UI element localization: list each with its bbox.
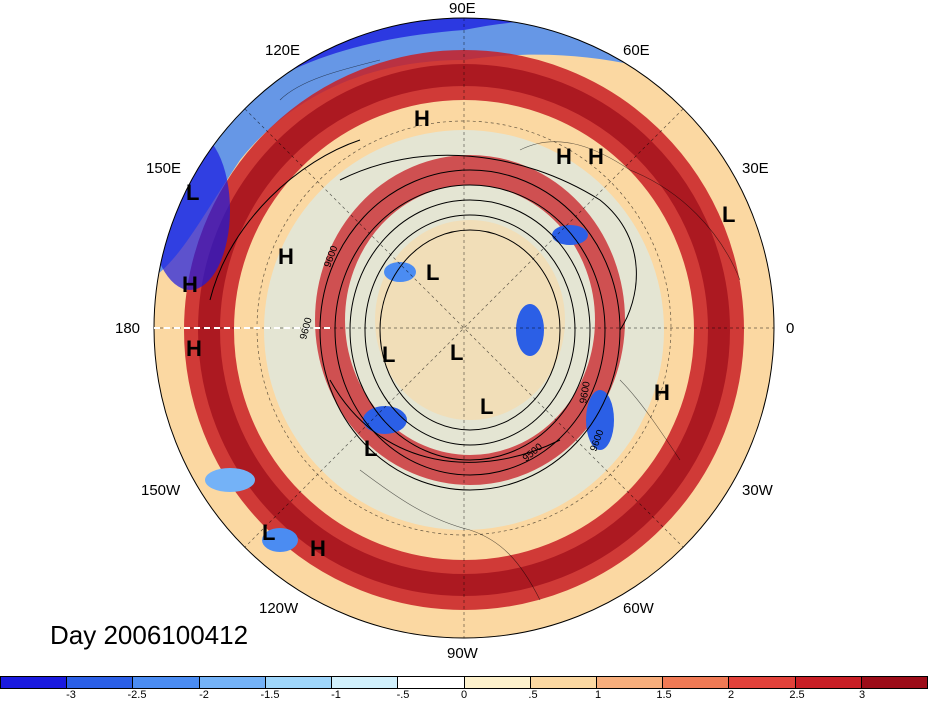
pressure-label: H — [556, 144, 572, 169]
contour-labels: 9600 9600 9600 9600 9500 — [298, 244, 606, 464]
colorbar-tick-label: 1 — [594, 689, 602, 701]
pressure-label: H — [186, 336, 202, 361]
pressure-label: L — [382, 342, 395, 367]
colorbar-cell — [530, 677, 597, 688]
day-label: Day 2006100412 — [50, 620, 249, 650]
colorbar-cell — [663, 677, 730, 688]
longitude-label-30w: 30W — [742, 482, 773, 499]
longitude-label-0: 0 — [786, 320, 795, 337]
colorbar-cell — [795, 677, 862, 688]
colorbar-cell — [265, 677, 333, 688]
colorbar-cell — [199, 677, 266, 688]
longitude-label-30e: 30E — [742, 160, 769, 177]
colorbar-tick-label: -3 — [66, 689, 76, 701]
colorbar-tick-label: -1 — [331, 689, 341, 701]
pressure-label: H — [278, 244, 294, 269]
pressure-label: L — [364, 436, 377, 461]
colorbar-cell — [596, 677, 664, 688]
colorbar-tick-label: 0 — [460, 689, 468, 701]
longitude-label-180: 180 — [115, 320, 141, 337]
colorbar-cell — [332, 677, 399, 688]
colorbar-cell — [861, 677, 928, 688]
pressure-label: L — [722, 202, 735, 227]
colorbar-cell — [398, 677, 465, 688]
colorbar-cell — [729, 677, 796, 688]
polar-stereographic-map: H H L H H L H L H L L L H L L H 9600 960… — [153, 17, 775, 639]
contour-label: 9600 — [578, 380, 593, 404]
colorbar-cell — [67, 677, 134, 688]
colorbar-tick-label: -2.5 — [127, 689, 147, 701]
colorbar-tick-label: 2.5 — [789, 689, 805, 701]
anomaly-field — [154, 18, 774, 638]
pressure-systems: H H L H H L H L H L L L H L L H — [182, 106, 735, 561]
longitude-label-90e: 90E — [449, 0, 476, 17]
longitude-label-60e: 60E — [623, 42, 650, 59]
colorbar-tick-label: 2 — [727, 689, 735, 701]
colorbar-tick-label: -1.5 — [260, 689, 280, 701]
colorbar-tick-label: .5 — [528, 689, 538, 701]
colorbar-cell — [464, 677, 531, 688]
pressure-label: H — [414, 106, 430, 131]
longitude-label-90w: 90W — [447, 645, 478, 662]
pressure-label: H — [588, 144, 604, 169]
colorbar-cell — [1, 677, 68, 688]
longitude-label-60w: 60W — [623, 600, 654, 617]
colorbar-tick-label: -2 — [199, 689, 209, 701]
colorbar-tick-label: 1.5 — [656, 689, 672, 701]
longitude-label-150w: 150W — [141, 482, 181, 499]
pressure-label: L — [480, 394, 493, 419]
pressure-label: H — [654, 380, 670, 405]
pressure-label: H — [182, 272, 198, 297]
longitude-label-150e: 150E — [146, 160, 182, 177]
longitude-label-120e: 120E — [265, 42, 301, 59]
pressure-label: L — [450, 340, 463, 365]
colorbar-tick-label: -.5 — [396, 689, 410, 701]
pressure-label: L — [426, 260, 439, 285]
colorbar-tick-label: 3 — [858, 689, 866, 701]
pressure-label: H — [310, 536, 326, 561]
colorbar-cell — [133, 677, 200, 688]
pressure-label: L — [262, 520, 275, 545]
colorbar — [0, 676, 928, 689]
longitude-label-120w: 120W — [259, 600, 299, 617]
pressure-label: L — [186, 180, 199, 205]
